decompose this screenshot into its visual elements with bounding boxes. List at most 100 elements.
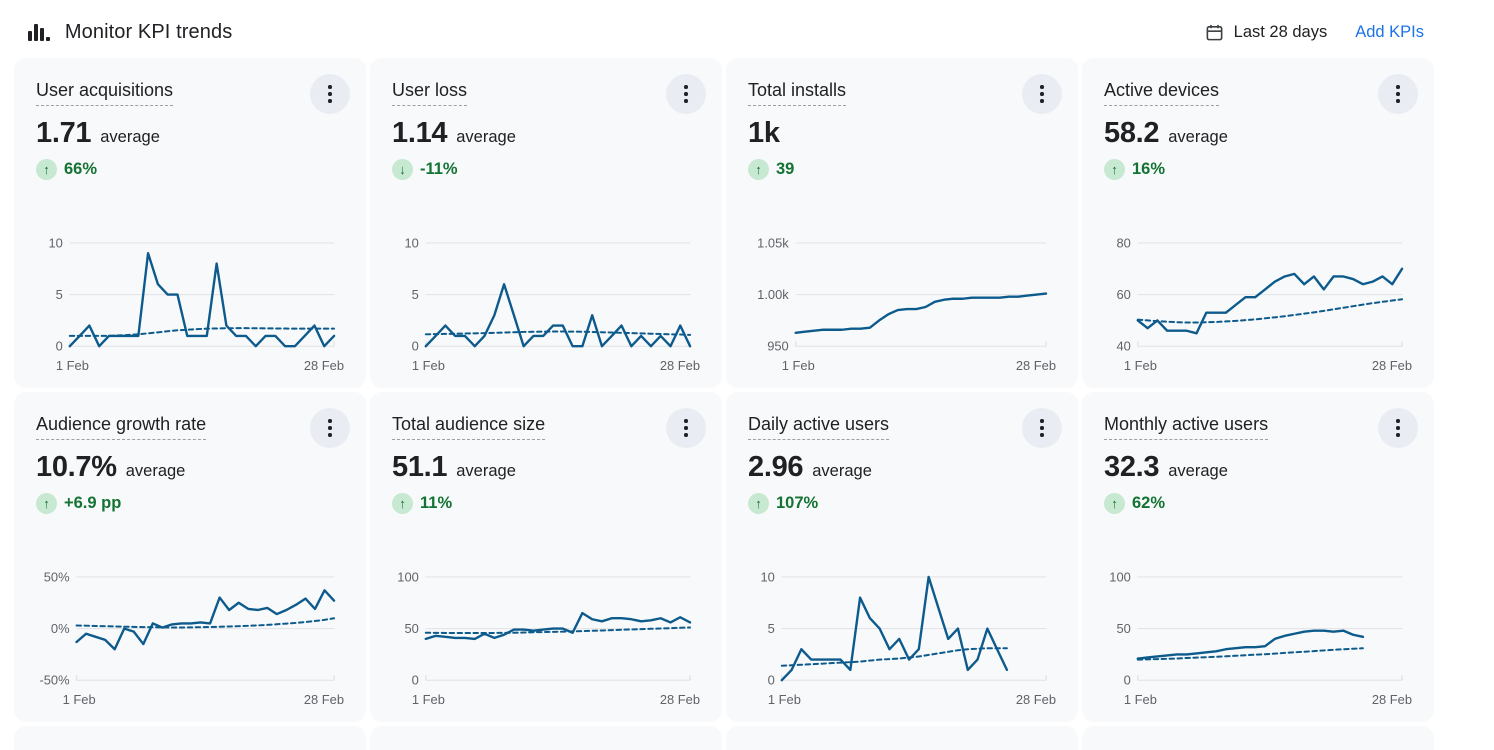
chart-line-dashed [780,647,1008,667]
kpi-title[interactable]: Daily active users [748,413,890,440]
chart-line-dashed [1136,298,1404,324]
kpi-change-value: 66% [64,159,98,178]
kpi-line-chart: 950 1.00k 1.05k 1 Feb 28 Feb [757,235,1056,373]
kpi-title[interactable]: Total installs [748,79,847,106]
kpi-line-chart: 0 50 100 1 Feb 28 Feb [1109,569,1412,707]
kpi-card: Total installs 1k ↑ 39 950 1.00k 1.05k 1 Fe… [726,58,1078,388]
kpi-change-badge: ↑ 16% [1104,158,1414,180]
kpi-value-row: 10.7% average [36,451,346,484]
kpi-value-suffix: average [456,127,516,146]
chart-line-dashed [68,327,336,337]
trend-arrow-icon: ↑ [392,492,413,514]
overflow-menu-button[interactable] [1022,74,1062,114]
x-end-label: 28 Feb [304,358,344,373]
x-end-label: 28 Feb [1372,692,1412,707]
kpi-change-badge: ↑ 66% [36,158,346,180]
kpi-change-value: 107% [776,493,819,512]
page-title: Monitor KPI trends [64,20,233,43]
overflow-menu-button[interactable] [666,408,706,448]
overflow-menu-button[interactable] [666,74,706,114]
y-tick-label: 950 [767,339,789,354]
overflow-menu-icon [684,85,688,103]
chart-line-solid [75,589,336,651]
kpi-change-value: 11% [420,493,453,512]
x-end-label: 28 Feb [1016,692,1056,707]
y-tick-label: 5 [412,287,419,302]
kpi-line-chart: 0 50 100 1 Feb 28 Feb [397,569,700,707]
trend-arrow-icon: ↑ [1104,158,1125,180]
kpi-value-suffix: average [125,461,186,480]
overflow-menu-button[interactable] [1022,408,1062,448]
x-end-label: 28 Feb [1372,358,1412,373]
y-tick-label: 1.05k [757,235,789,250]
y-tick-label: 5 [56,287,63,302]
x-start-label: 1 Feb [412,358,445,373]
kpi-line-chart: -50% 0% 50% 1 Feb 28 Feb [39,569,344,707]
x-start-label: 1 Feb [1124,692,1157,707]
y-tick-label: 100 [1109,569,1131,584]
y-tick-label: 0 [412,673,419,688]
overflow-menu-button[interactable] [1378,74,1418,114]
date-range-selector[interactable]: Last 28 days [1205,22,1328,42]
chart-line-solid [794,292,1048,334]
kpi-value-suffix: average [100,127,160,146]
overflow-menu-button[interactable] [310,408,350,448]
kpi-change-badge: ↑ 107% [748,492,1058,514]
page-header: Monitor KPI trends Last 28 days Add KPIs [0,0,1494,58]
overflow-menu-icon [1396,85,1400,103]
x-end-label: 28 Feb [304,692,344,707]
trend-arrow-icon: ↑ [36,158,57,180]
overflow-menu-icon [1040,419,1044,437]
overflow-menu-icon [328,85,332,103]
date-range-label: Last 28 days [1233,22,1328,41]
kpi-change-value: +6.9 pp [64,493,122,512]
overflow-menu-icon [684,419,688,437]
kpi-value: 51.1 [392,450,448,483]
trend-arrow-icon: ↓ [392,158,413,180]
y-tick-label: 1.00k [757,287,789,302]
kpi-card: User loss 1.14 average ↓ -11% 0 5 10 1 Feb 2… [370,58,722,388]
kpi-card-partial [14,726,366,750]
kpi-title[interactable]: User acquisitions [36,79,174,106]
add-kpis-button[interactable]: Add KPIs [1355,22,1424,41]
kpi-chart: -50% 0% 50% 1 Feb 28 Feb [36,563,346,710]
kpi-value: 1k [748,116,780,149]
kpi-chart: 0 5 10 1 Feb 28 Feb [748,563,1058,710]
kpi-value-row: 58.2 average [1104,117,1414,150]
overflow-menu-button[interactable] [310,74,350,114]
kpi-card: Active devices 58.2 average ↑ 16% 40 60 80… [1082,58,1434,388]
kpi-title[interactable]: Total audience size [392,413,546,440]
kpi-change-value: 39 [776,159,795,178]
kpi-title[interactable]: User loss [392,79,468,106]
y-tick-label: 60 [1116,287,1130,302]
y-tick-label: 100 [397,569,419,584]
kpi-change-badge: ↑ +6.9 pp [36,492,346,514]
x-start-label: 1 Feb [56,358,89,373]
y-tick-label: 50 [404,621,418,636]
kpi-title[interactable]: Audience growth rate [36,413,207,440]
y-tick-label: 10 [760,569,774,584]
kpi-chart: 0 5 10 1 Feb 28 Feb [36,229,346,376]
kpi-value-suffix: average [812,461,872,480]
chart-line-dashed [424,330,692,336]
kpi-line-chart: 0 5 10 1 Feb 28 Feb [760,569,1056,707]
kpi-grid-next-row-partial [14,726,1434,750]
chart-line-dashed [424,626,692,634]
kpi-line-chart: 0 5 10 1 Feb 28 Feb [48,235,344,373]
x-start-label: 1 Feb [412,692,445,707]
kpi-card-partial [1082,726,1434,750]
kpi-title[interactable]: Active devices [1104,79,1220,106]
y-tick-label: 50 [1116,621,1130,636]
y-tick-label: 10 [48,235,62,250]
kpi-value: 2.96 [748,450,804,483]
kpi-change-value: 16% [1132,159,1166,178]
y-tick-label: 0% [51,621,70,636]
kpi-value-row: 2.96 average [748,451,1058,484]
kpi-title[interactable]: Monthly active users [1104,413,1269,440]
kpi-line-chart: 40 60 80 1 Feb 28 Feb [1116,235,1412,373]
x-start-label: 1 Feb [63,692,96,707]
kpi-value-row: 51.1 average [392,451,702,484]
overflow-menu-button[interactable] [1378,408,1418,448]
kpi-value-suffix: average [1168,461,1228,480]
